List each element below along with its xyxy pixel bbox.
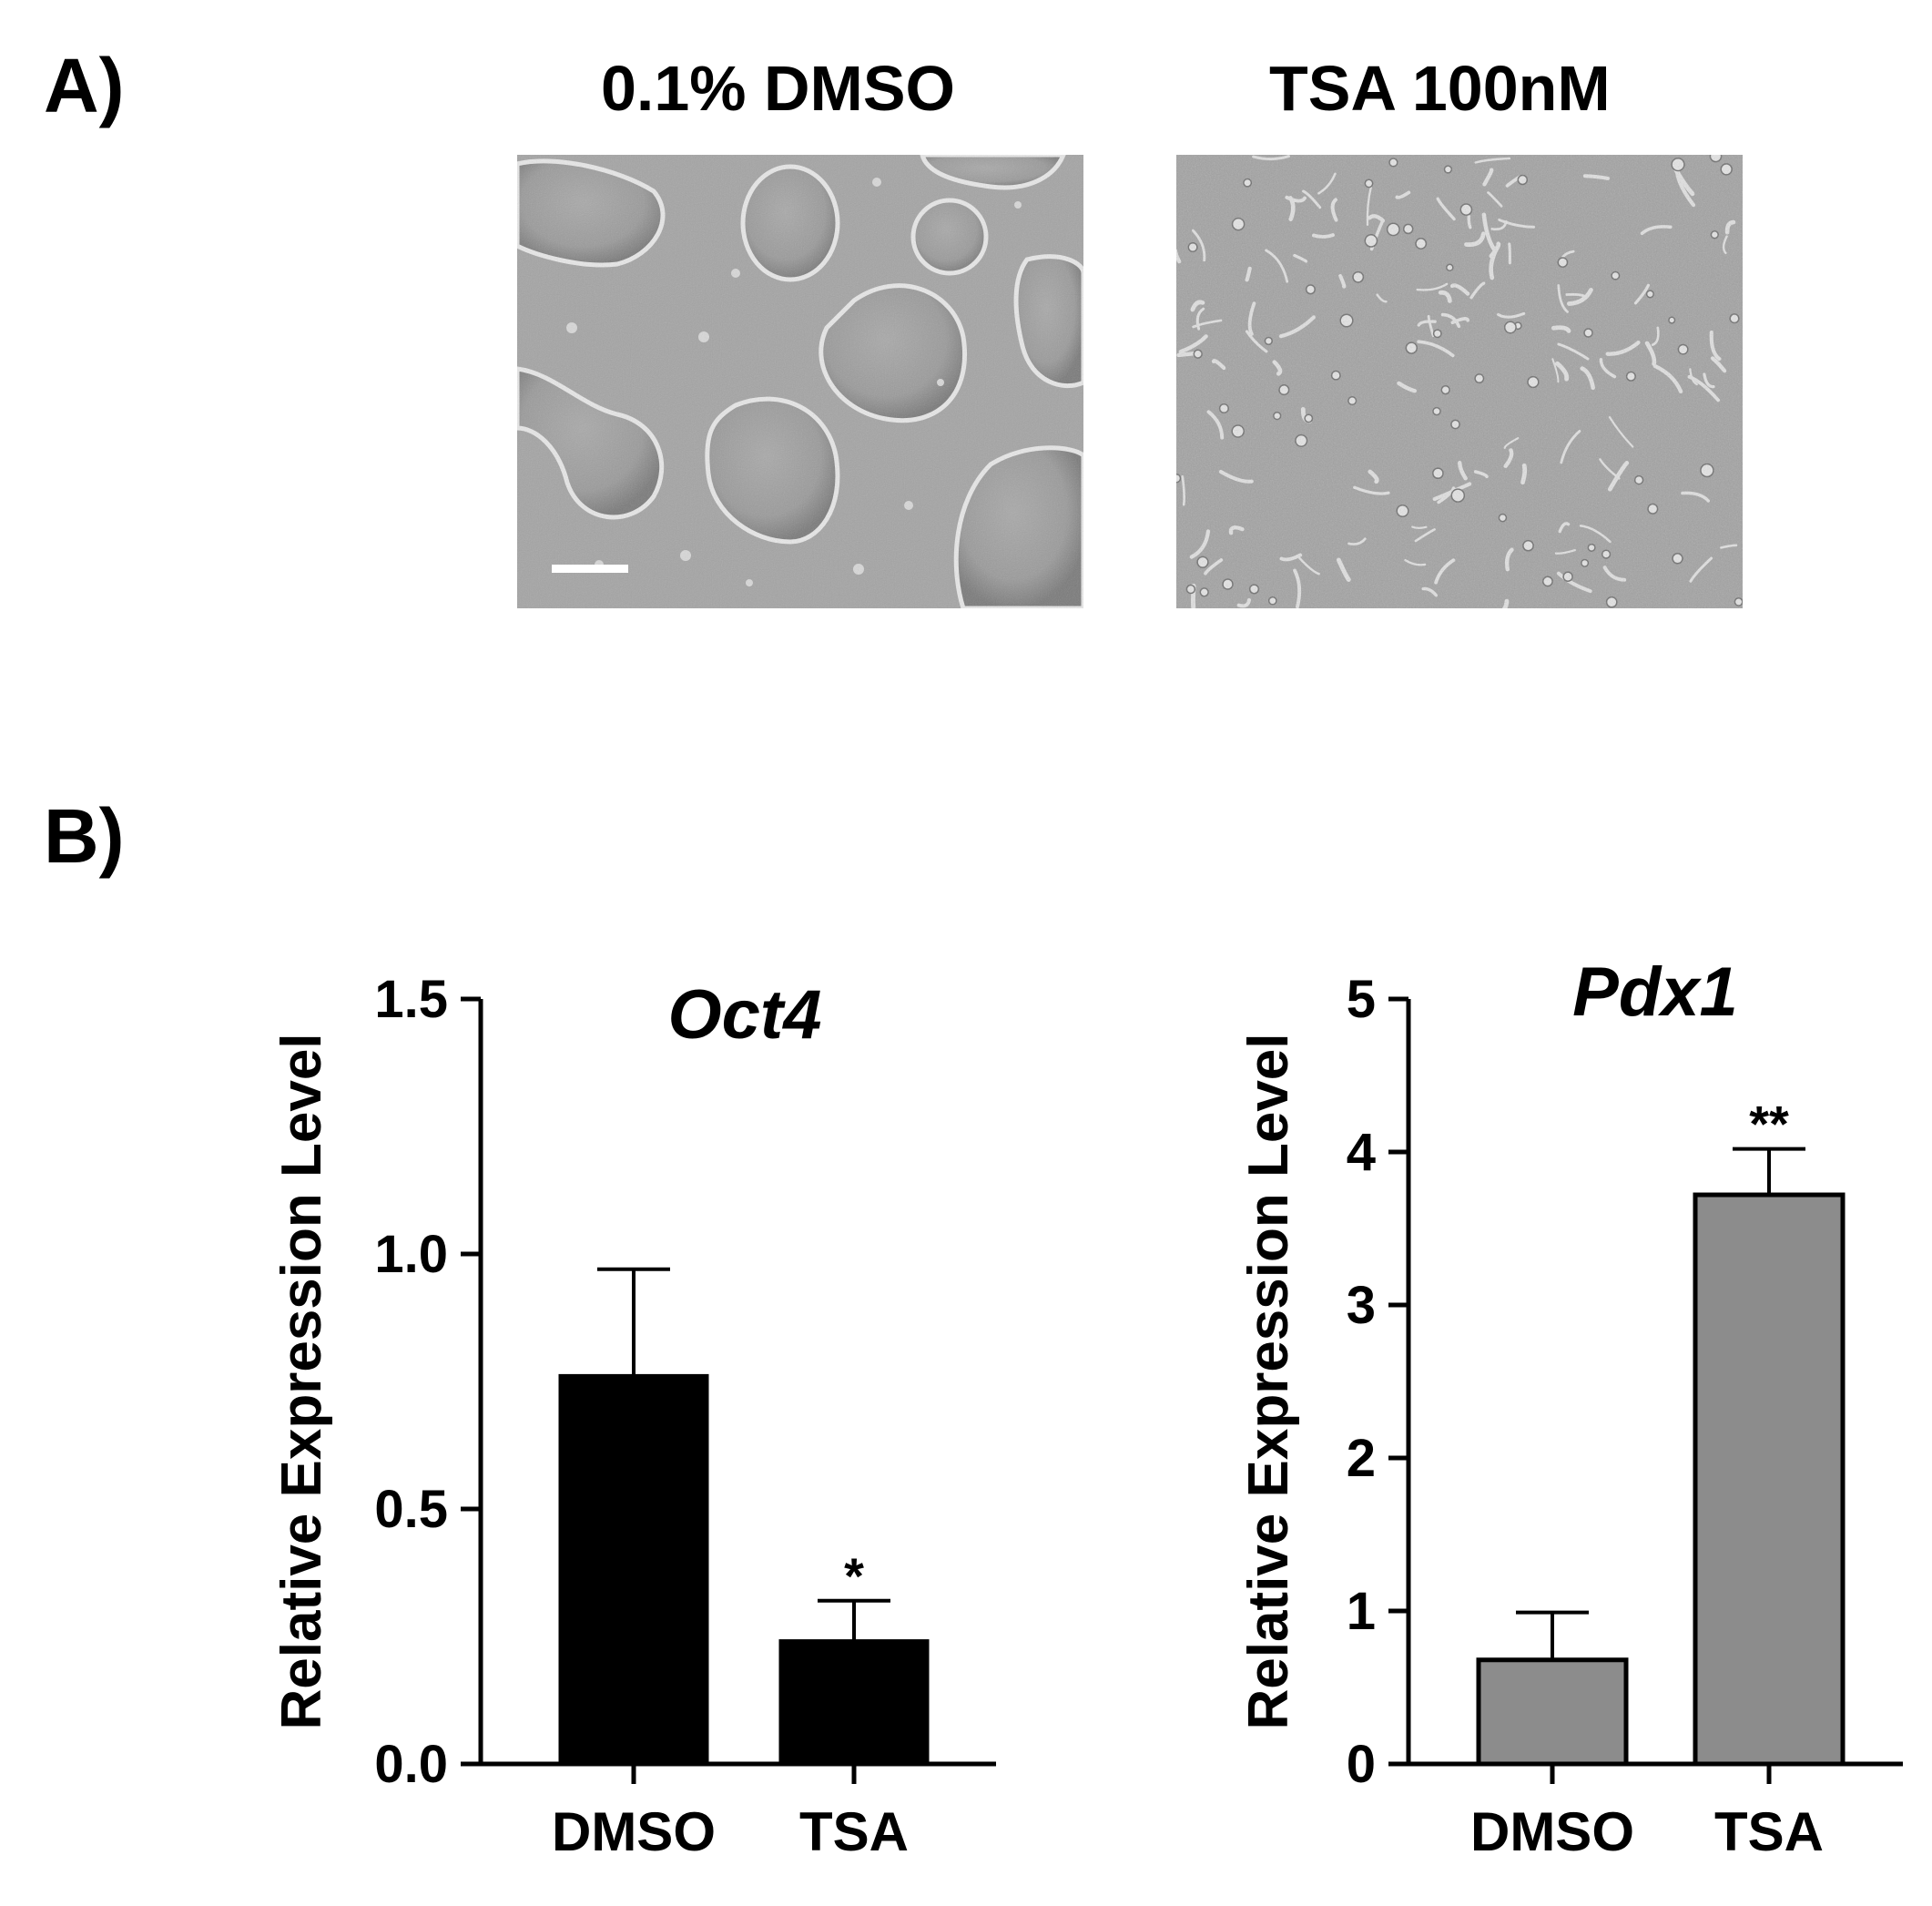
micrograph-tsa-image xyxy=(1176,155,1743,608)
y-tick-label: 1 xyxy=(1347,1582,1376,1641)
y-tick-label: 1.0 xyxy=(374,1225,448,1284)
y-tick-label: 0.5 xyxy=(374,1480,448,1539)
y-axis-label: Relative Expression Level xyxy=(270,1033,333,1729)
x-tick-label: DMSO xyxy=(1470,1801,1634,1862)
y-axis-label: Relative Expression Level xyxy=(1237,1033,1300,1729)
chart-title: Oct4 xyxy=(668,976,822,1054)
micrograph-dmso xyxy=(517,155,1083,608)
chart-title: Pdx1 xyxy=(1572,953,1738,1031)
x-tick-label: TSA xyxy=(1714,1801,1824,1862)
x-tick-label: DMSO xyxy=(552,1801,716,1862)
chart-oct4: 0.0 0.5 1.0 1.5 Relative Expression Level Oct… xyxy=(270,970,996,1862)
x-tick-label: TSA xyxy=(799,1801,909,1862)
significance-marker: ** xyxy=(1749,1096,1789,1153)
bar-dmso xyxy=(558,1373,709,1767)
micrograph-title-tsa: TSA 100nM xyxy=(1269,53,1611,124)
y-tick-label: 4 xyxy=(1347,1123,1376,1182)
micrograph-dmso-image xyxy=(517,155,1083,608)
y-tick-label: 0.0 xyxy=(374,1735,448,1794)
significance-marker: * xyxy=(844,1547,864,1605)
chart-pdx1: 0 1 2 3 4 5 Relative Expression Level Pdx1 DMSO T… xyxy=(1237,953,1903,1862)
y-tick-label: 3 xyxy=(1347,1276,1376,1335)
micrograph-title-dmso: 0.1% DMSO xyxy=(601,53,955,124)
bar-tsa xyxy=(778,1639,930,1767)
y-tick-label: 2 xyxy=(1347,1429,1376,1488)
bar-tsa xyxy=(1693,1192,1846,1767)
panel-a-label: A) xyxy=(44,43,125,128)
panel-b-label: B) xyxy=(44,793,125,879)
micrograph-tsa xyxy=(1176,155,1743,608)
y-tick-label: 1.5 xyxy=(374,970,448,1029)
y-tick-label: 0 xyxy=(1347,1735,1376,1794)
y-tick-label: 5 xyxy=(1347,970,1376,1029)
bar-dmso xyxy=(1476,1657,1629,1767)
scale-bar xyxy=(552,565,628,573)
